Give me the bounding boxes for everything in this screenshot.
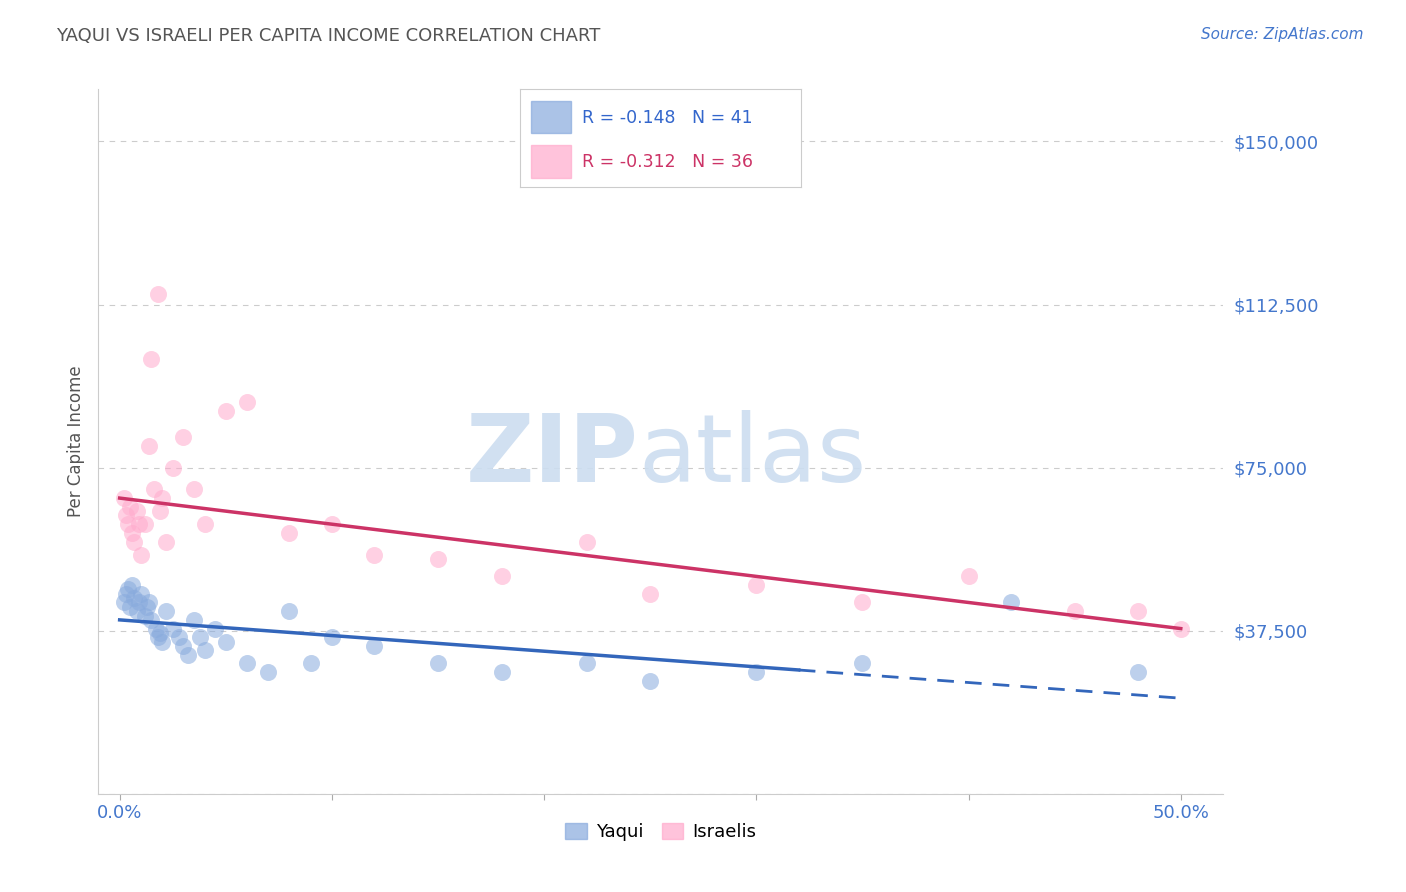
Point (142, 483, 165, 497)
Point (745, 578, 768, 592)
Point (121, 578, 143, 592)
Point (1000, 595, 1022, 609)
Point (172, 430, 194, 444)
Point (149, 504, 172, 518)
Point (1170, 622, 1192, 636)
Text: Source: ZipAtlas.com: Source: ZipAtlas.com (1201, 27, 1364, 42)
Point (851, 595, 873, 609)
Point (121, 525, 143, 540)
Point (141, 613, 163, 627)
Point (176, 648, 198, 662)
Point (167, 630, 190, 644)
Point (236, 657, 259, 671)
Legend: Yaqui, Israelis: Yaqui, Israelis (558, 815, 763, 848)
Point (162, 622, 184, 636)
Point (321, 517, 343, 532)
Point (183, 483, 205, 497)
Point (183, 613, 205, 627)
Point (134, 517, 156, 532)
Point (112, 595, 135, 609)
Point (150, 634, 173, 648)
Point (236, 395, 259, 409)
Point (363, 548, 385, 562)
Point (120, 500, 142, 514)
Point (125, 504, 148, 518)
Point (491, 665, 513, 679)
Point (215, 634, 238, 648)
Text: ZIP: ZIP (465, 409, 638, 501)
Point (128, 595, 150, 609)
Text: YAQUI VS ISRAELI PER CAPITA INCOME CORRELATION CHART: YAQUI VS ISRAELI PER CAPITA INCOME CORRE… (56, 27, 600, 45)
Point (575, 534, 598, 549)
Point (138, 595, 160, 609)
Point (363, 639, 385, 653)
Point (112, 491, 135, 505)
Point (491, 569, 513, 583)
Point (129, 587, 152, 601)
Text: R = -0.148   N = 41: R = -0.148 N = 41 (582, 109, 752, 127)
Point (120, 599, 142, 614)
Point (427, 657, 450, 671)
Point (149, 626, 172, 640)
Point (155, 534, 177, 549)
Point (172, 639, 194, 653)
Point (278, 604, 301, 618)
Point (145, 622, 167, 636)
Point (957, 569, 980, 583)
Point (1128, 604, 1150, 618)
Point (193, 643, 215, 657)
Point (124, 534, 146, 549)
Point (125, 604, 148, 618)
Point (278, 525, 301, 540)
Point (129, 548, 152, 562)
Point (150, 491, 173, 505)
Point (638, 673, 661, 688)
Point (146, 286, 169, 301)
Point (155, 604, 177, 618)
Bar (531, 101, 571, 133)
Text: atlas: atlas (638, 409, 866, 501)
Point (138, 439, 160, 453)
Point (115, 508, 138, 523)
Point (215, 404, 238, 418)
Y-axis label: Per Capita Income: Per Capita Income (66, 366, 84, 517)
Point (188, 630, 211, 644)
Point (146, 630, 169, 644)
Bar (531, 145, 571, 178)
Point (115, 587, 138, 601)
Point (851, 657, 873, 671)
Point (141, 351, 163, 366)
Point (117, 582, 139, 597)
Point (193, 517, 215, 532)
Point (745, 665, 768, 679)
Point (204, 622, 226, 636)
Point (1128, 665, 1150, 679)
Point (136, 599, 159, 614)
Point (117, 517, 139, 532)
Text: R = -0.312   N = 36: R = -0.312 N = 36 (582, 153, 754, 170)
Point (321, 630, 343, 644)
Point (427, 552, 450, 566)
Point (638, 587, 661, 601)
Point (299, 657, 322, 671)
Point (162, 460, 184, 475)
Point (257, 665, 280, 679)
Point (134, 608, 156, 623)
Point (1063, 604, 1085, 618)
Point (124, 591, 146, 606)
Point (128, 517, 150, 532)
Point (575, 657, 598, 671)
